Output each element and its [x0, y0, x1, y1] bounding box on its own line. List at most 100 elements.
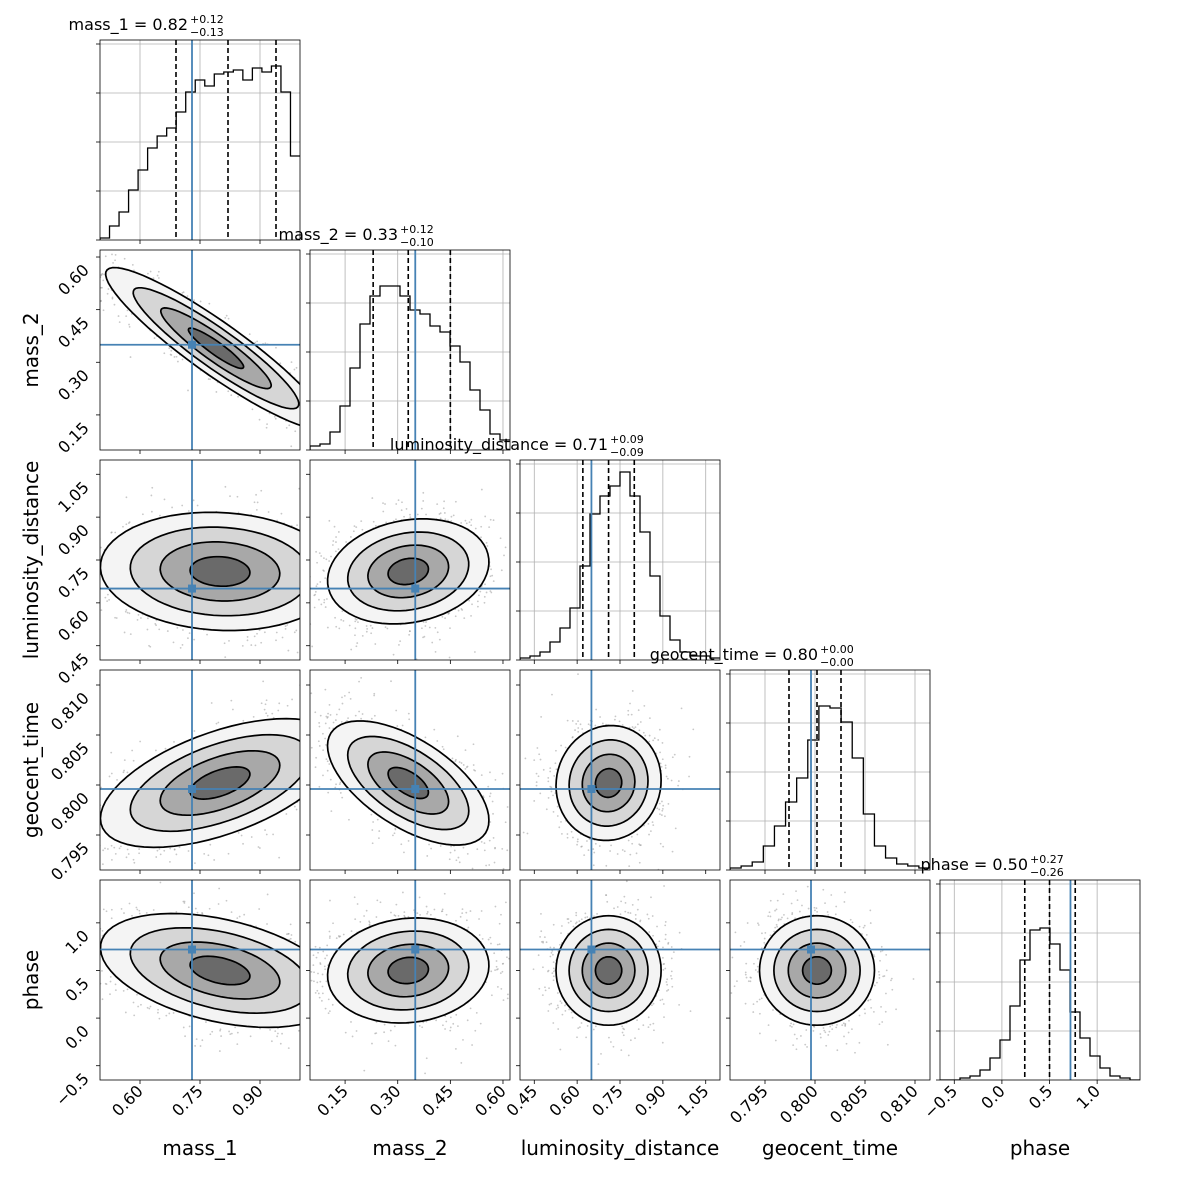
sample-point	[359, 808, 361, 810]
sample-point	[188, 632, 191, 635]
sample-point	[187, 510, 190, 512]
sample-point	[382, 510, 385, 513]
sample-point	[306, 553, 308, 555]
sample-point	[511, 593, 513, 595]
sample-point	[322, 398, 324, 400]
sample-point	[321, 416, 323, 418]
sample-point	[447, 519, 449, 522]
sample-point	[333, 822, 335, 824]
truth-marker	[188, 340, 196, 349]
sample-point	[295, 808, 298, 811]
sample-point	[300, 579, 302, 581]
sample-point	[470, 524, 473, 527]
sample-point	[159, 853, 162, 856]
sample-point	[158, 628, 161, 631]
sample-point	[339, 441, 341, 443]
contour-line	[129, 526, 300, 617]
sample-point	[227, 317, 230, 320]
sample-point	[438, 638, 441, 641]
sample-point	[305, 421, 307, 423]
sample-point	[227, 390, 230, 393]
sample-point	[350, 648, 353, 651]
sample-point	[301, 392, 303, 394]
sample-point	[169, 860, 171, 863]
sample-point	[228, 639, 230, 642]
sample-point	[471, 603, 473, 606]
sample-point	[431, 641, 434, 644]
sample-point	[343, 519, 345, 521]
sample-point	[293, 631, 296, 634]
sample-point	[408, 630, 411, 633]
sample-point	[408, 633, 411, 636]
sample-point	[278, 702, 281, 705]
sample-point	[294, 430, 297, 433]
sample-point	[334, 546, 336, 548]
sample-point	[320, 555, 323, 557]
sample-point	[480, 536, 482, 539]
sample-point	[315, 834, 317, 836]
sample-point	[150, 510, 153, 513]
sample-point	[327, 806, 329, 808]
sample-point	[137, 614, 140, 616]
sample-point	[326, 551, 328, 553]
sample-point	[97, 868, 99, 870]
sample-point	[485, 591, 488, 594]
sample-point	[84, 249, 86, 251]
sample-point	[512, 572, 514, 574]
title-plus-err: +0.27	[1030, 853, 1064, 866]
sample-point	[341, 452, 343, 454]
sample-point	[100, 274, 103, 277]
sample-point	[314, 593, 317, 596]
pair-panel-mass_1-luminosity_distance	[93, 460, 345, 660]
sample-point	[328, 560, 331, 562]
sample-point	[397, 499, 400, 502]
sample-point	[307, 387, 309, 389]
sample-point	[149, 270, 152, 273]
sample-point	[98, 780, 100, 782]
sample-point	[157, 270, 160, 273]
sample-point	[460, 522, 463, 524]
sample-point	[474, 527, 477, 530]
sample-point	[334, 616, 336, 619]
title-plus-err: +0.12	[400, 223, 434, 236]
sample-point	[131, 264, 134, 266]
sample-point	[100, 609, 103, 612]
density-level	[188, 328, 244, 369]
sample-point	[315, 537, 317, 539]
sample-point	[265, 699, 268, 702]
sample-point	[304, 624, 306, 626]
sample-point	[316, 559, 318, 561]
sample-point	[365, 630, 368, 633]
contour-line	[367, 544, 450, 599]
sample-point	[317, 604, 319, 606]
sample-point	[260, 489, 263, 492]
sample-point	[395, 503, 398, 505]
sample-point	[305, 586, 307, 588]
sample-point	[149, 645, 152, 648]
sample-point	[476, 600, 479, 603]
sample-point	[306, 647, 308, 649]
sample-point	[265, 712, 268, 715]
sample-point	[365, 625, 368, 627]
sample-point	[454, 615, 457, 618]
sample-point	[325, 424, 327, 426]
sample-point	[322, 569, 325, 572]
sample-point	[438, 513, 441, 515]
sample-point	[319, 431, 321, 433]
sample-point	[225, 314, 228, 317]
sample-point	[106, 600, 109, 603]
sample-point	[114, 616, 116, 619]
sample-point	[464, 519, 467, 522]
sample-point	[334, 777, 336, 779]
sample-point	[483, 595, 486, 598]
sample-point	[361, 634, 364, 637]
sample-point	[470, 615, 472, 617]
sample-point	[118, 321, 121, 323]
sample-point	[328, 532, 330, 534]
sample-point	[452, 514, 455, 517]
density-level	[190, 556, 250, 587]
sample-point	[280, 512, 283, 515]
sample-point	[325, 598, 328, 600]
sample-point	[93, 587, 95, 589]
truth-marker	[411, 584, 420, 593]
